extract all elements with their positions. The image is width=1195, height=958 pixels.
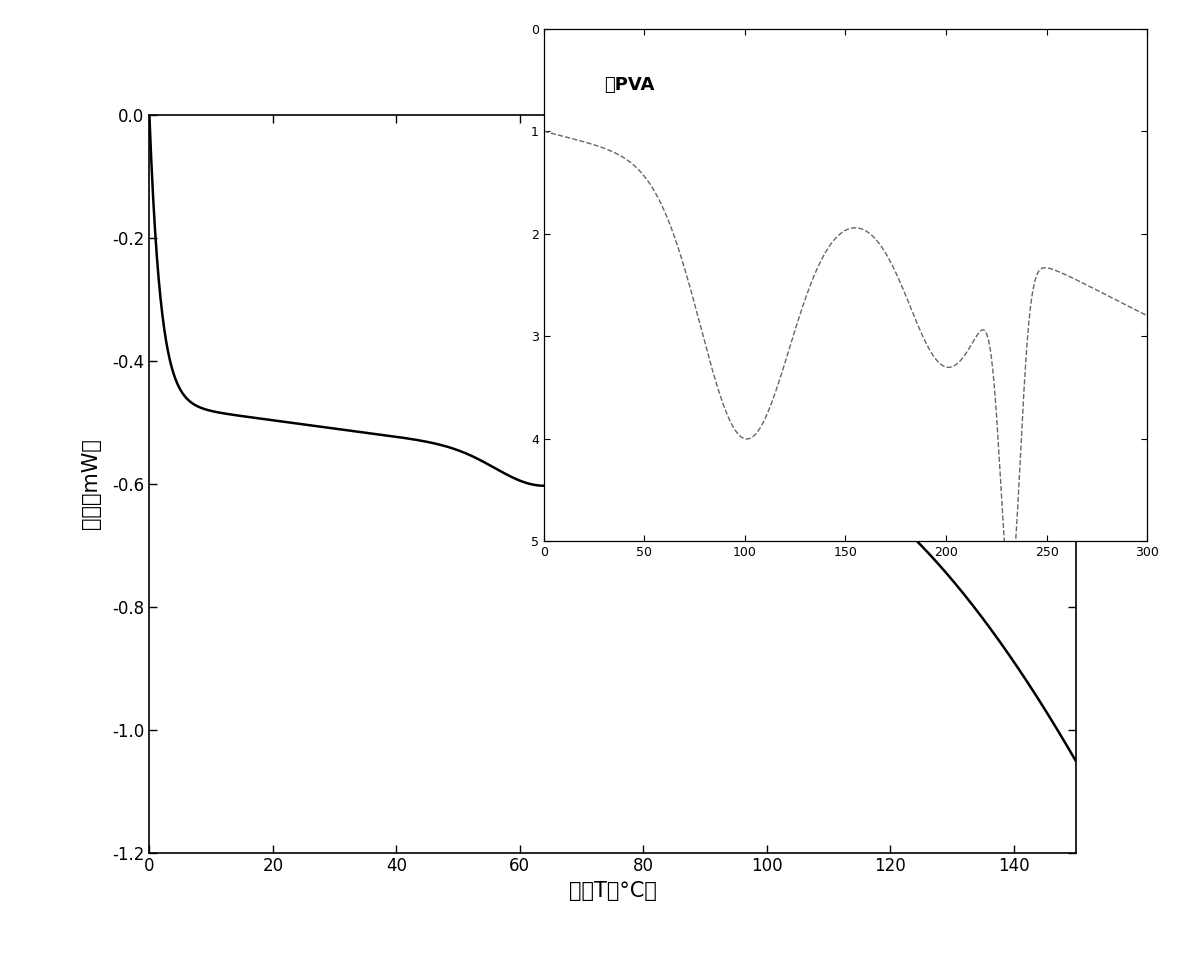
Y-axis label: 热流（mW）: 热流（mW） (81, 439, 102, 529)
Text: 纯PVA: 纯PVA (603, 77, 655, 94)
X-axis label: 温度T（°C）: 温度T（°C） (569, 881, 656, 901)
